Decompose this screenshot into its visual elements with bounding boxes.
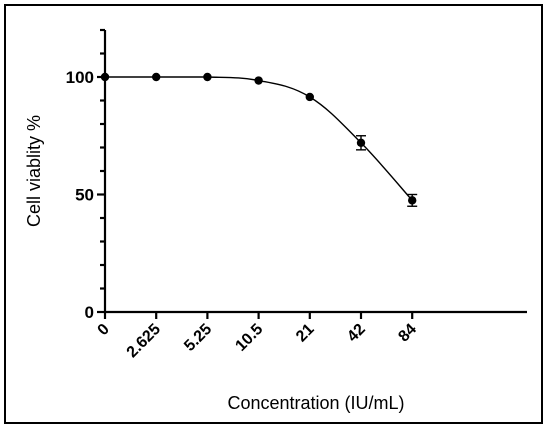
axes <box>103 30 527 314</box>
data-point <box>408 196 417 205</box>
y-tick-label: 50 <box>75 186 94 205</box>
x-tick-label: 2.625 <box>124 321 164 361</box>
x-tick-label: 5.25 <box>181 321 215 355</box>
x-tick-label: 84 <box>395 321 420 346</box>
data-point <box>152 72 161 82</box>
x-ticks: 0 2.625 5.25 10.5 21 42 84 <box>95 312 420 361</box>
y-ticks: 0 50 100 <box>66 28 105 322</box>
x-axis-title: Concentration (IU/mL) <box>227 393 404 413</box>
x-tick-label: 42 <box>344 321 369 346</box>
data-point <box>305 92 314 102</box>
x-tick-label: 21 <box>293 321 318 346</box>
y-tick-label: 0 <box>85 303 94 322</box>
data-point <box>100 72 110 82</box>
y-tick-label: 100 <box>66 68 94 87</box>
data-point <box>203 72 212 82</box>
chart-frame <box>4 4 543 424</box>
data-point <box>356 138 366 147</box>
fit-curve <box>104 76 413 201</box>
x-tick-label: 0 <box>95 321 113 339</box>
x-tick-label: 10.5 <box>232 321 266 355</box>
y-axis-title: Cell viablity % <box>24 115 44 227</box>
data-points <box>100 72 418 207</box>
data-point <box>254 76 263 85</box>
